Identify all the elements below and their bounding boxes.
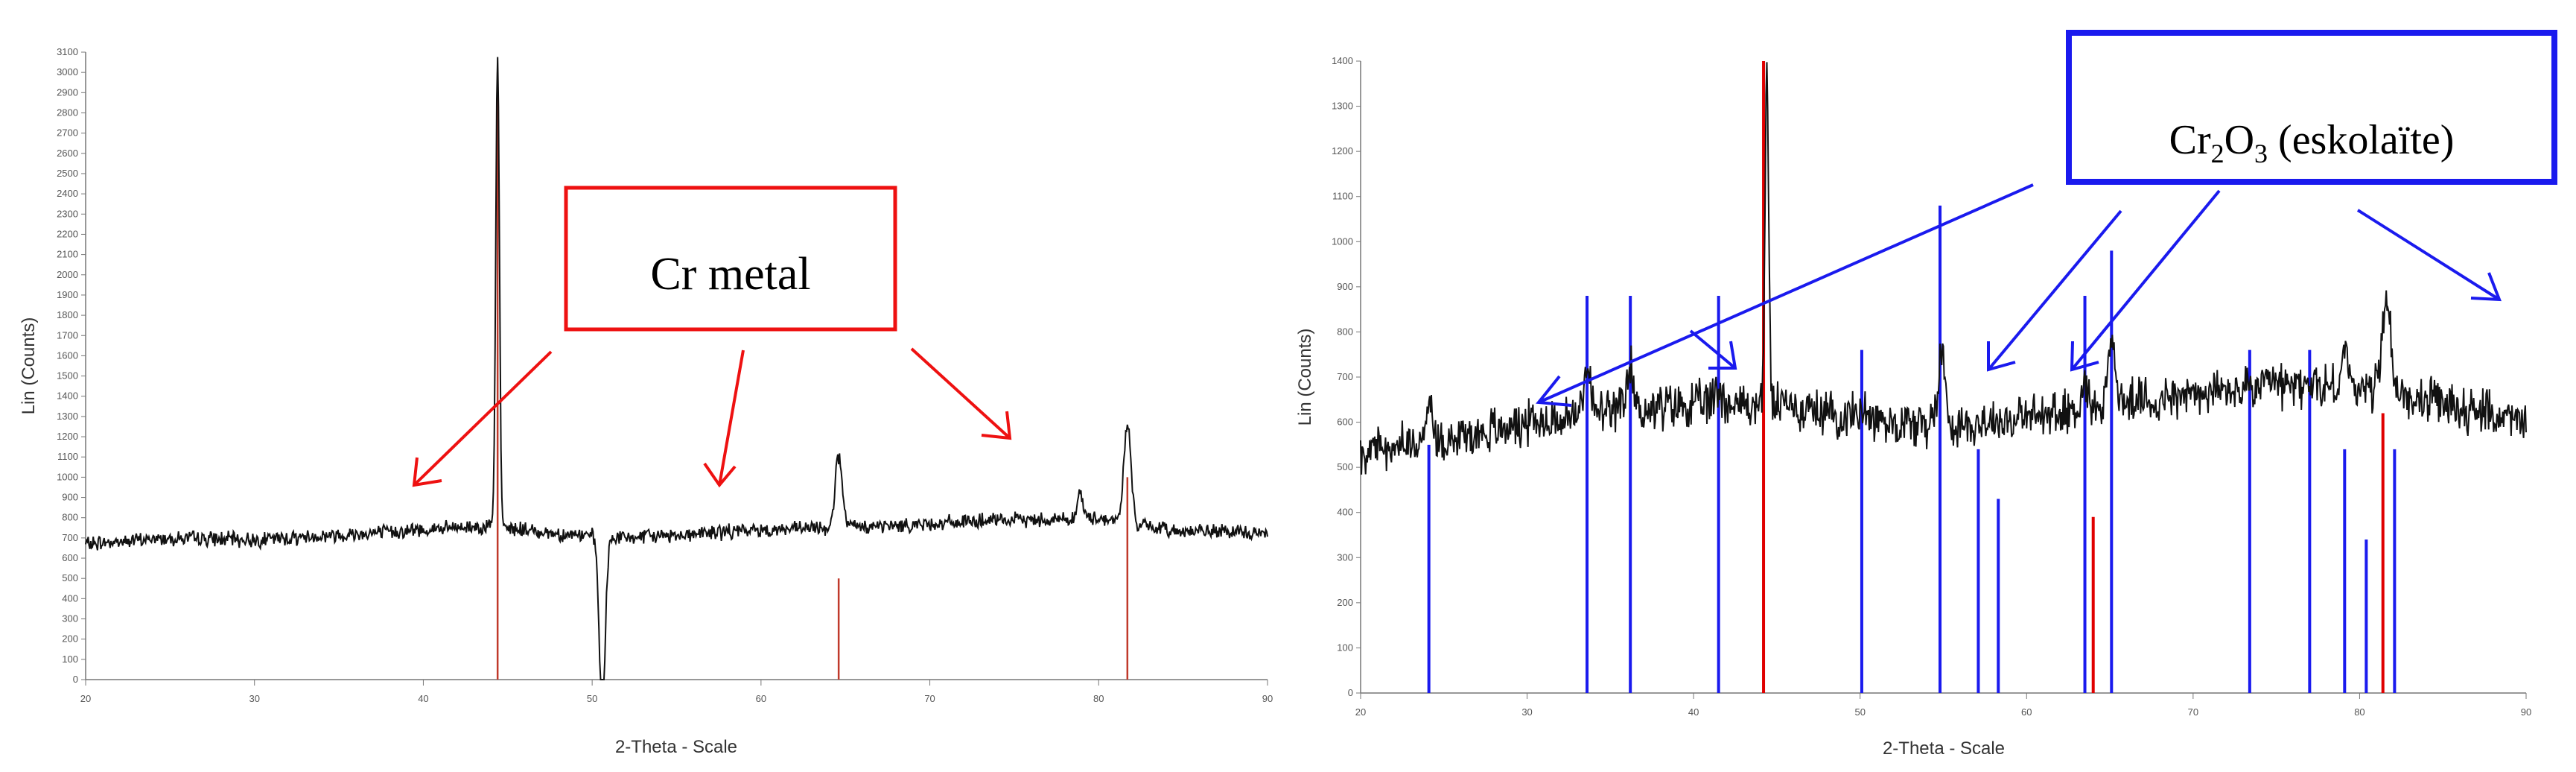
- y-tick-label: 800: [62, 512, 78, 523]
- y-tick-label: 2200: [57, 228, 78, 239]
- y-tick-label: 3000: [57, 66, 78, 77]
- callout-arrows: [412, 347, 1012, 488]
- y-tick-label: 1000: [1332, 235, 1353, 247]
- y-tick-label: 1400: [1332, 55, 1353, 66]
- x-tick-label: 70: [2188, 706, 2198, 718]
- y-tick-label: 0: [1348, 687, 1353, 698]
- y-tick-label: 1900: [57, 289, 78, 300]
- x-tick-label: 40: [1688, 706, 1699, 718]
- y-ticks: 0 100 200 300 400 500 600 700 800 900 1000 1100 1200…: [1332, 55, 1361, 698]
- callout-cr-metal: Cr metal: [412, 186, 1012, 488]
- y-tick-label: 1200: [57, 431, 78, 442]
- y-tick-label: 900: [62, 492, 78, 503]
- y-tick-label: 2300: [57, 208, 78, 219]
- y-tick-label: 600: [1337, 417, 1353, 428]
- y-tick-label: 1200: [1332, 145, 1353, 156]
- diffraction-line: [85, 57, 1268, 680]
- callout-element-o: O: [2224, 117, 2254, 163]
- y-tick-label: 2800: [57, 107, 78, 118]
- y-tick-label: 2900: [57, 86, 78, 98]
- reference-lines: [496, 72, 1129, 680]
- x-tick-label: 70: [924, 693, 935, 704]
- x-ticks: 20 30 40 50 60 70 80 90: [80, 680, 1273, 704]
- y-tick-label: 2100: [57, 249, 78, 260]
- x-axis-label: 2-Theta - Scale: [1883, 738, 2005, 759]
- y-tick-label: 200: [62, 633, 78, 645]
- y-tick-label: 500: [1337, 461, 1353, 472]
- y-tick-label: 100: [1337, 642, 1353, 653]
- x-tick-label: 90: [1262, 693, 1273, 704]
- callout-subscript-2: 3: [2254, 139, 2268, 168]
- x-tick-label: 80: [2354, 706, 2364, 718]
- y-tick-label: 1300: [57, 411, 78, 422]
- x-tick-label: 60: [756, 693, 766, 704]
- y-tick-label: 200: [1337, 597, 1353, 608]
- x-axis-label: 2-Theta - Scale: [615, 737, 737, 757]
- y-axis-label: Lin (Counts): [1295, 329, 1315, 426]
- x-tick-label: 20: [1355, 706, 1366, 718]
- x-tick-label: 90: [2521, 706, 2531, 718]
- x-tick-label: 40: [418, 693, 428, 704]
- x-tick-label: 20: [80, 693, 91, 704]
- y-tick-label: 2700: [57, 127, 78, 139]
- y-tick-label: 2000: [57, 269, 78, 280]
- diffraction-trace: [85, 57, 1268, 680]
- y-tick-label: 1100: [1332, 191, 1353, 202]
- x-tick-label: 50: [587, 693, 597, 704]
- y-ticks: 0 100 200 300 400 500 600 700 800 900 1000 1100 1200…: [57, 46, 86, 685]
- y-tick-label: 0: [73, 674, 78, 685]
- callout-box: [2066, 30, 2557, 185]
- y-tick-label: 600: [62, 552, 78, 563]
- callout-label: Cr metal: [650, 249, 810, 300]
- y-tick-label: 400: [62, 592, 78, 604]
- y-tick-label: 2500: [57, 168, 78, 179]
- y-tick-label: 700: [1337, 371, 1353, 382]
- y-tick-label: 1500: [57, 370, 78, 382]
- y-tick-label: 3100: [57, 46, 78, 57]
- callout-mineral: (eskolaïte): [2268, 117, 2454, 163]
- y-tick-label: 800: [1337, 326, 1353, 337]
- diffraction-line: [1360, 62, 2527, 475]
- callout-arrows: [1536, 183, 2502, 407]
- x-tick-label: 30: [1521, 706, 1532, 718]
- callout-element: Cr: [2169, 117, 2211, 163]
- y-tick-label: 1400: [57, 390, 78, 402]
- y-tick-label: 400: [1337, 507, 1353, 518]
- chart-left: 0 100 200 300 400 500 600 700 800 900 1000 1100 1200…: [19, 46, 1273, 757]
- y-tick-label: 1100: [57, 451, 78, 462]
- y-tick-label: 100: [62, 654, 78, 665]
- y-tick-label: 300: [62, 613, 78, 624]
- callout-box: [564, 186, 897, 332]
- y-tick-label: 2600: [57, 148, 78, 159]
- x-tick-label: 80: [1093, 693, 1104, 704]
- y-tick-label: 500: [62, 572, 78, 583]
- y-tick-label: 900: [1337, 281, 1353, 292]
- callout-subscript-1: 2: [2211, 139, 2224, 168]
- reference-lines: [1427, 61, 2397, 693]
- callout-label: Cr2O3 (eskolaïte): [2169, 117, 2455, 168]
- y-tick-label: 1000: [57, 471, 78, 482]
- y-tick-label: 1800: [57, 309, 78, 320]
- callout-cr2o3: Cr2O3 (eskolaïte): [1536, 30, 2557, 407]
- x-tick-label: 50: [1854, 706, 1865, 718]
- y-tick-label: 1300: [1332, 101, 1353, 112]
- x-tick-label: 60: [2021, 706, 2032, 718]
- x-tick-label: 30: [249, 693, 259, 704]
- y-axis-label: Lin (Counts): [19, 317, 39, 415]
- x-ticks: 20 30 40 50 60 70 80 90: [1355, 693, 2531, 718]
- y-tick-label: 1700: [57, 329, 78, 341]
- chart-right: 0 100 200 300 400 500 600 700 800 900 1000 1100 1200…: [1295, 30, 2557, 759]
- y-tick-label: 300: [1337, 551, 1353, 563]
- y-tick-label: 1600: [57, 349, 78, 361]
- diffraction-trace: [1360, 62, 2527, 475]
- y-tick-label: 2400: [57, 188, 78, 199]
- y-tick-label: 700: [62, 532, 78, 543]
